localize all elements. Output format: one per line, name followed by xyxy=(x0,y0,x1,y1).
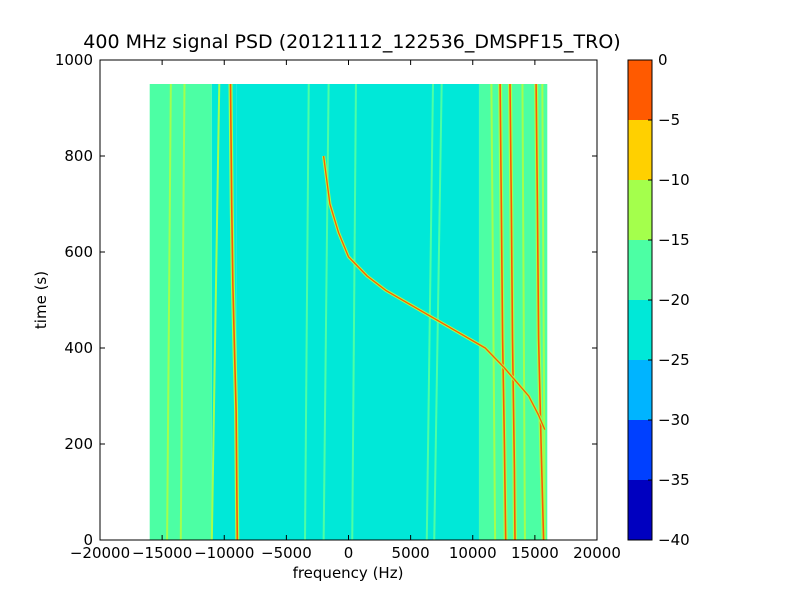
y-tick-label: 600 xyxy=(64,243,93,261)
plot-area xyxy=(149,83,548,540)
colorbar-tick-label: −5 xyxy=(658,111,680,129)
psd-faint-line xyxy=(166,83,172,540)
colorbar-segment xyxy=(628,480,652,540)
chart-title: 400 MHz signal PSD (20121112_122536_DMSP… xyxy=(83,31,620,53)
colorbar-tick-label: −20 xyxy=(658,291,690,309)
y-tick-label: 200 xyxy=(64,435,93,453)
colorbar-tick-label: −30 xyxy=(658,411,690,429)
x-tick-label: 5000 xyxy=(392,544,430,562)
x-axis-label: frequency (Hz) xyxy=(293,564,404,582)
colorbar: 0 −5 −10 −15 −20 −25 −30 −35 −40 xyxy=(627,51,690,549)
colorbar-segment xyxy=(628,60,652,120)
y-tick-label: 1000 xyxy=(55,51,93,69)
doppler-curve xyxy=(322,155,546,430)
psd-carrier-line xyxy=(229,83,239,540)
colorbar-segment xyxy=(628,360,652,420)
y-tick-label: 0 xyxy=(83,531,93,549)
colorbar-tick-label: −40 xyxy=(658,531,690,549)
psd-carrier-line xyxy=(499,83,507,540)
x-tick-label: 10000 xyxy=(449,544,497,562)
x-axis: −20000 −15000 −10000 −5000 0 5000 10000 15000 20… xyxy=(70,60,621,562)
psd-faint-line xyxy=(490,83,497,540)
psd-faint-line xyxy=(210,83,221,540)
colorbar-tick-label: −10 xyxy=(658,171,690,189)
x-tick-label: −20000 xyxy=(70,544,130,562)
y-tick-label: 400 xyxy=(64,339,93,357)
psd-faint-line xyxy=(433,83,443,540)
colorbar-tick-label: −35 xyxy=(658,471,690,489)
psd-faint-line xyxy=(541,83,546,540)
colorbar-tick-label: 0 xyxy=(658,51,668,69)
y-tick-label: 800 xyxy=(64,147,93,165)
x-tick-label: 15000 xyxy=(511,544,559,562)
psd-carrier-line xyxy=(535,83,545,540)
psd-background-band xyxy=(236,84,479,540)
colorbar-segment xyxy=(628,420,652,480)
y-axis-label: time (s) xyxy=(32,271,50,329)
x-tick-label: −15000 xyxy=(132,544,192,562)
psd-faint-line xyxy=(351,83,357,540)
colorbar-segment xyxy=(628,180,652,240)
psd-faint-line xyxy=(521,83,526,540)
colorbar-segment xyxy=(628,240,652,300)
colorbar-segment xyxy=(628,120,652,180)
x-tick-label: −5000 xyxy=(261,544,312,562)
colorbar-tick-label: −25 xyxy=(658,351,690,369)
psd-faint-line xyxy=(304,83,310,540)
x-tick-label: −10000 xyxy=(194,544,254,562)
x-tick-label: 20000 xyxy=(573,544,621,562)
x-tick-label: 0 xyxy=(344,544,354,562)
psd-faint-line xyxy=(425,83,434,540)
psd-faint-line xyxy=(179,83,186,540)
colorbar-tick-label: −15 xyxy=(658,231,690,249)
y-axis: 0 200 400 600 800 1000 xyxy=(55,51,597,549)
colorbar-segment xyxy=(628,300,652,360)
psd-carrier-line xyxy=(509,83,516,540)
psd-faint-line xyxy=(322,83,330,540)
